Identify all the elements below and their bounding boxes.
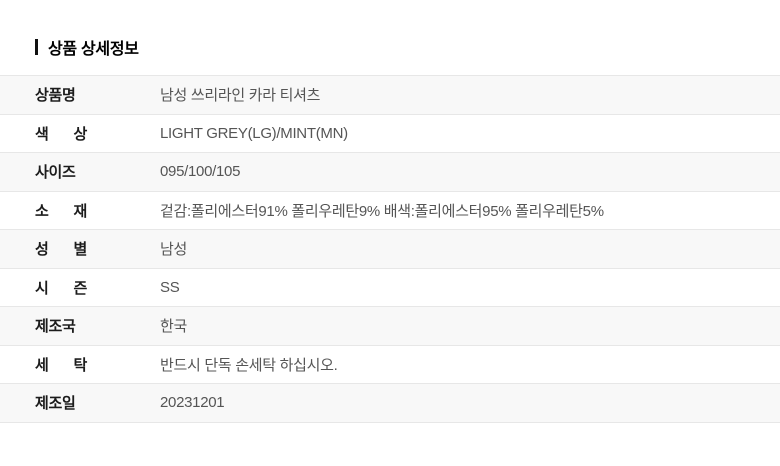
row-value: 반드시 단독 손세탁 하십시오. xyxy=(160,356,338,374)
row-label: 제조일 xyxy=(35,395,76,413)
row-value: 겉감:폴리에스터91% 폴리우레탄9% 배색:폴리에스터95% 폴리우레탄5% xyxy=(160,202,604,220)
row-label: 시 즌 xyxy=(35,279,87,297)
table-row-material: 소 재 겉감:폴리에스터91% 폴리우레탄9% 배색:폴리에스터95% 폴리우레… xyxy=(0,190,780,229)
table-row-country: 제조국 한국 xyxy=(0,306,780,345)
table-row-size: 사이즈 095/100/105 xyxy=(0,152,780,191)
row-value: SS xyxy=(160,278,180,296)
row-label: 사이즈 xyxy=(35,164,76,182)
accent-bar xyxy=(35,39,38,55)
row-value: 20231201 xyxy=(160,394,225,412)
product-detail-table: 상품명 남성 쓰리라인 카라 티셔츠 색 상 LIGHT GREY(LG)/MI… xyxy=(0,75,780,423)
row-label: 소 재 xyxy=(35,202,87,220)
row-label: 상품명 xyxy=(35,87,76,105)
table-row-color: 색 상 LIGHT GREY(LG)/MINT(MN) xyxy=(0,113,780,152)
row-label: 세 탁 xyxy=(35,356,87,374)
section-title: 상품 상세정보 xyxy=(48,41,139,58)
row-label: 제조국 xyxy=(35,318,76,336)
section-header: 상품 상세정보 xyxy=(35,35,139,59)
row-label: 색 상 xyxy=(35,125,87,143)
table-row-washing: 세 탁 반드시 단독 손세탁 하십시오. xyxy=(0,344,780,383)
table-row-product-name: 상품명 남성 쓰리라인 카라 티셔츠 xyxy=(0,75,780,114)
row-value: 095/100/105 xyxy=(160,163,241,181)
row-value: 남성 쓰리라인 카라 티셔츠 xyxy=(160,87,321,105)
table-row-gender: 성 별 남성 xyxy=(0,229,780,268)
row-label: 성 별 xyxy=(35,241,87,259)
row-value: LIGHT GREY(LG)/MINT(MN) xyxy=(160,124,348,142)
row-value: 남성 xyxy=(160,241,188,259)
table-row-season: 시 즌 SS xyxy=(0,267,780,306)
table-row-manufacture-date: 제조일 20231201 xyxy=(0,383,780,422)
row-value: 한국 xyxy=(160,318,188,336)
